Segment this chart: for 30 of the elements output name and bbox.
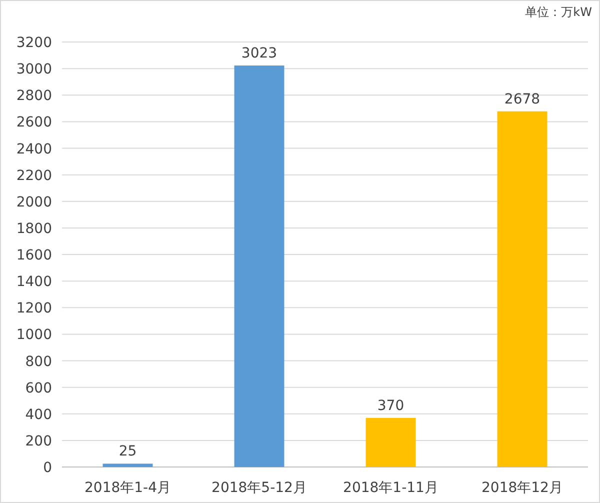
x-tick-label: 2018年12月 [482,480,563,496]
y-tick-label: 3000 [16,62,52,78]
y-tick-label: 1800 [16,220,52,237]
y-tick-label: 0 [43,460,52,476]
y-tick-label: 2800 [16,88,52,104]
y-tick-label: 1000 [16,327,52,344]
data-label: 2678 [504,91,540,108]
y-tick-label: 600 [25,380,52,396]
y-tick-label: 1400 [16,274,52,290]
y-tick-label: 200 [25,433,52,450]
y-tick-label: 800 [25,354,52,370]
data-label: 370 [377,398,404,414]
x-tick-label: 2018年5-12月 [212,480,307,496]
data-label: 25 [118,444,137,460]
x-tick-label: 2018年1-4月 [84,480,171,496]
bar [102,464,153,467]
y-tick-label: 2200 [16,168,52,184]
data-label: 3023 [241,46,278,62]
bar [366,418,416,467]
text: 单位：万kW [525,5,592,19]
y-tick-label: 1600 [16,248,52,264]
y-tick-label: 1200 [16,300,52,317]
y-tick-label: 3200 [16,35,52,51]
bar [234,66,284,467]
y-tick-label: 2400 [16,141,52,158]
y-tick-label: 2000 [16,194,52,210]
bar [497,111,548,467]
y-tick-label: 400 [25,406,52,423]
y-tick-label: 2600 [16,114,52,131]
x-tick-label: 2018年1-11月 [343,480,438,496]
